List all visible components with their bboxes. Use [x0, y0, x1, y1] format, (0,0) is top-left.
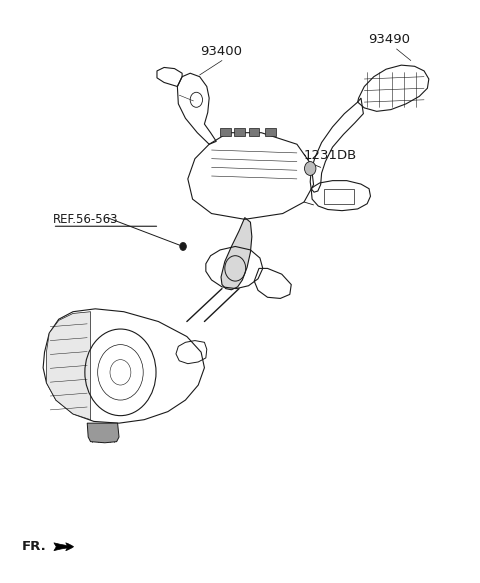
Text: FR.: FR.: [22, 540, 47, 553]
Bar: [265, 128, 276, 136]
Bar: [220, 128, 230, 136]
Polygon shape: [87, 423, 119, 443]
Polygon shape: [221, 217, 252, 290]
Text: 1231DB: 1231DB: [304, 149, 357, 162]
Text: 93490: 93490: [369, 33, 410, 46]
Bar: [324, 189, 354, 203]
Polygon shape: [47, 312, 91, 420]
Bar: [234, 128, 245, 136]
Text: REF.56-563: REF.56-563: [53, 213, 118, 226]
Circle shape: [180, 243, 186, 251]
Circle shape: [304, 161, 316, 175]
Bar: [249, 128, 259, 136]
Text: 93400: 93400: [200, 45, 242, 58]
